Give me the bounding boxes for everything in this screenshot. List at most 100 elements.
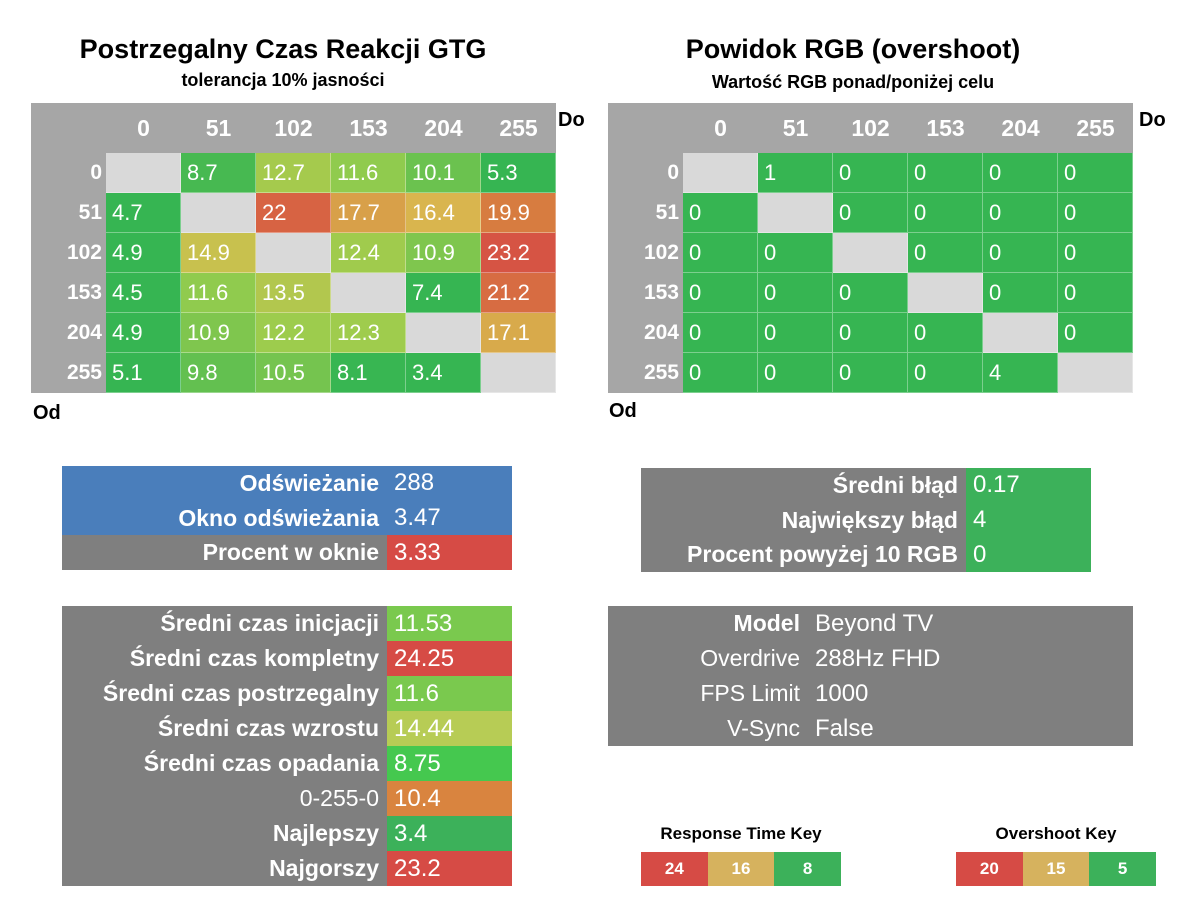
settings-label: FPS Limit	[700, 680, 800, 706]
key-title: Overshoot Key	[995, 824, 1117, 843]
matrix-corner	[31, 103, 106, 153]
settings-label: V-Sync	[727, 715, 800, 741]
overshoot-to-label: Do	[1139, 109, 1166, 131]
heatmap-cell: 0	[908, 233, 983, 273]
heatmap-cell: 7.4	[406, 273, 481, 313]
panel-row: Procent w oknie 3.33	[62, 535, 512, 571]
key-swatch: 16	[707, 852, 775, 886]
panel-row-value: 3.4	[387, 816, 512, 851]
overshoot-subtitle: Wartość RGB ponad/poniżej celu	[711, 72, 995, 92]
panel-row-label: 0-255-0	[62, 781, 387, 816]
heatmap-cell: 12.3	[331, 313, 406, 353]
settings-value: 288Hz FHD	[815, 644, 941, 672]
heatmap-cell: 3.4	[406, 353, 481, 393]
row-header: 51	[31, 193, 106, 233]
panel-row-value: 288	[387, 466, 512, 501]
heatmap-cell: 0	[683, 193, 758, 233]
panel-row-value: 4	[966, 502, 1091, 538]
heatmap-cell-empty	[331, 273, 406, 313]
row-header: 0	[31, 153, 106, 193]
heatmap-cell: 17.7	[331, 193, 406, 233]
heatmap-cell: 0	[1058, 193, 1133, 233]
heatmap-cell: 8.7	[181, 153, 256, 193]
panel-row-label: Okno odświeżania	[62, 500, 387, 536]
panel-row-value: 11.53	[387, 606, 512, 641]
panel-row: Średni czas wzrostu 14.44	[62, 711, 512, 746]
gtg-to-label: Do	[558, 109, 585, 131]
heatmap-cell: 4.5	[106, 273, 181, 313]
settings-row: FPS Limit 1000	[608, 676, 1133, 711]
heatmap-cell: 14.9	[181, 233, 256, 273]
heatmap-cell-empty	[983, 313, 1058, 353]
row-header: 102	[31, 233, 106, 273]
heatmap-cell: 17.1	[481, 313, 556, 353]
panel-row: Okno odświeżania 3.47	[62, 500, 512, 536]
heatmap-cell: 22	[256, 193, 331, 233]
column-header: 0	[683, 103, 758, 153]
column-header: 255	[1058, 103, 1133, 153]
panel-row-label: Średni czas wzrostu	[62, 711, 387, 746]
row-header: 255	[608, 353, 683, 393]
gtg-from-label: Od	[33, 402, 61, 424]
panel-row-value: 11.6	[387, 676, 512, 711]
panel-row-label: Średni czas inicjacji	[62, 606, 387, 641]
heatmap-cell: 10.1	[406, 153, 481, 193]
heatmap-cell: 0	[908, 153, 983, 193]
heatmap-cell: 10.9	[406, 233, 481, 273]
heatmap-cell: 21.2	[481, 273, 556, 313]
heatmap-cell: 5.3	[481, 153, 556, 193]
panel-row-label: Średni czas postrzegalny	[62, 676, 387, 711]
panel-row-label: Procent powyżej 10 RGB	[641, 537, 966, 573]
heatmap-cell: 0	[758, 353, 833, 393]
panel-row: Średni błąd 0.17	[641, 468, 1091, 503]
column-header: 255	[481, 103, 556, 153]
heatmap-cell: 0	[683, 273, 758, 313]
gtg-title: Postrzegalny Czas Reakcji GTG	[79, 34, 487, 64]
column-header: 51	[181, 103, 256, 153]
settings-row: V-Sync False	[608, 711, 1133, 746]
column-header: 153	[331, 103, 406, 153]
heatmap-cell-empty	[1058, 353, 1133, 393]
panel-row-value: 23.2	[387, 851, 512, 886]
panel-row-value: 0.17	[966, 468, 1091, 503]
heatmap-cell: 4	[983, 353, 1058, 393]
heatmap-cell: 4.7	[106, 193, 181, 233]
panel-row: Średni czas inicjacji 11.53	[62, 606, 512, 641]
heatmap-cell: 0	[1058, 233, 1133, 273]
overshoot-heatmap: 0 51 102 153 204 255 0 1 0 0 0 0 51 0 0 0 0 0 102 0 0 0 0 0 153 0…	[608, 103, 1133, 393]
settings-value: 1000	[815, 679, 869, 707]
key-swatch: 8	[774, 852, 841, 886]
heatmap-cell: 19.9	[481, 193, 556, 233]
row-header: 51	[608, 193, 683, 233]
heatmap-cell: 23.2	[481, 233, 556, 273]
panel-row-label: Najgorszy	[62, 851, 387, 886]
panel-row: Procent powyżej 10 RGB 0	[641, 537, 1091, 573]
heatmap-cell: 13.5	[256, 273, 331, 313]
heatmap-cell: 0	[758, 233, 833, 273]
column-header: 102	[833, 103, 908, 153]
panel-row-value: 10.4	[387, 781, 512, 816]
panel-row: 0-255-0 10.4	[62, 781, 512, 816]
heatmap-cell-empty	[406, 313, 481, 353]
row-header: 153	[608, 273, 683, 313]
column-header: 0	[106, 103, 181, 153]
overshoot-key: Overshoot Key 20 15 5	[956, 824, 1156, 886]
matrix-corner	[608, 103, 683, 153]
settings-label: Overdrive	[700, 645, 800, 671]
row-header: 204	[608, 313, 683, 353]
heatmap-cell: 0	[1058, 313, 1133, 353]
panel-row-label: Średni błąd	[641, 468, 966, 503]
panel-row: Średni czas kompletny 24.25	[62, 641, 512, 676]
heatmap-cell: 0	[683, 353, 758, 393]
heatmap-cell: 0	[908, 193, 983, 233]
overshoot-from-label: Od	[609, 400, 637, 422]
heatmap-cell-empty	[106, 153, 181, 193]
refresh-panel: Odświeżanie 288 Okno odświeżania 3.47 Procen…	[62, 466, 512, 571]
panel-row-label: Średni czas opadania	[62, 746, 387, 781]
heatmap-cell: 12.7	[256, 153, 331, 193]
settings-row: Model Beyond TV	[608, 606, 1133, 641]
column-header: 51	[758, 103, 833, 153]
panel-row-value: 8.75	[387, 746, 512, 781]
settings-label: Model	[733, 610, 800, 636]
key-title: Response Time Key	[660, 824, 822, 843]
